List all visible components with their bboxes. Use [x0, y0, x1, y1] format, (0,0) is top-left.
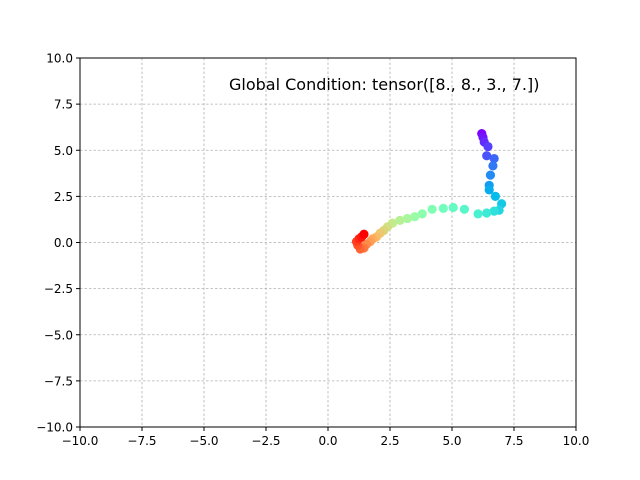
data-point	[427, 204, 437, 214]
data-point	[473, 209, 483, 219]
y-tick-label: 5.0	[54, 144, 73, 158]
data-point	[490, 191, 500, 201]
data-point	[483, 141, 493, 152]
x-tick-label: −2.5	[251, 434, 280, 448]
data-point	[488, 161, 498, 171]
y-tick-label: −10.0	[36, 421, 73, 435]
y-tick-label: 7.5	[54, 98, 73, 112]
x-tick-label: −10.0	[62, 434, 99, 448]
data-point	[417, 209, 427, 219]
data-point	[402, 213, 412, 224]
data-point	[484, 185, 494, 195]
y-tick-label: −2.5	[44, 282, 73, 296]
data-point	[482, 151, 492, 161]
x-tick-label: −5.0	[189, 434, 218, 448]
y-tick-label: −5.0	[44, 328, 73, 342]
axis-ticks: −10.0 −7.5 −5.0 −2.5 0.0 2.5 5.0 7.5 10.0 −10.0 −7…	[36, 52, 589, 449]
data-point	[489, 153, 499, 164]
x-tick-label: −7.5	[127, 434, 156, 448]
data-point	[359, 229, 369, 239]
x-tick-label: 0.0	[318, 434, 337, 448]
data-point	[489, 206, 499, 216]
data-point	[438, 203, 448, 213]
y-tick-label: 10.0	[46, 52, 73, 66]
data-point	[485, 170, 496, 180]
x-tick-label: 10.0	[563, 434, 590, 448]
x-tick-label: 5.0	[442, 434, 461, 448]
x-tick-label: 2.5	[380, 434, 399, 448]
y-tick-label: −7.5	[44, 374, 73, 388]
y-tick-label: 0.0	[54, 236, 73, 250]
data-point	[448, 202, 458, 213]
x-tick-label: 7.5	[504, 434, 523, 448]
data-points	[351, 129, 507, 254]
y-tick-label: 2.5	[54, 190, 73, 204]
data-point	[395, 215, 405, 225]
data-point	[410, 212, 420, 222]
data-point	[482, 208, 492, 218]
data-point	[459, 204, 469, 214]
chart-annotation: Global Condition: tensor([8., 8., 3., 7.…	[229, 75, 539, 94]
